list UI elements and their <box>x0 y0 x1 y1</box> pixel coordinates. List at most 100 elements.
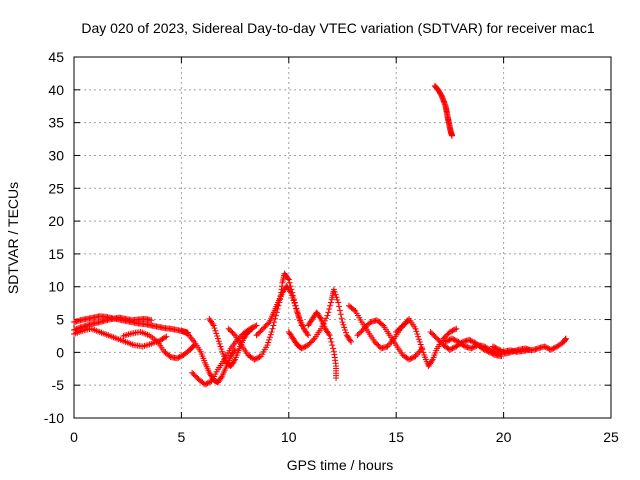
data-point <box>430 331 437 338</box>
x-tick-label: 25 <box>603 429 619 445</box>
data-point <box>542 344 549 351</box>
data-point <box>355 330 362 337</box>
data-point <box>341 324 348 331</box>
data-point <box>298 345 305 352</box>
data-point <box>254 330 261 337</box>
data-point <box>445 337 452 344</box>
y-tick-labels: -10 -5 0 5 10 15 20 25 30 35 40 45 <box>44 49 64 426</box>
data-point <box>327 299 334 306</box>
data-point <box>470 338 477 345</box>
data-point <box>371 338 378 345</box>
data-point <box>492 344 499 351</box>
data-point <box>342 327 349 334</box>
data-point <box>251 356 258 363</box>
data-point <box>332 291 339 298</box>
data-point <box>232 346 239 353</box>
data-point <box>229 329 236 336</box>
data-point <box>207 378 214 385</box>
data-point <box>420 349 427 356</box>
data-point <box>451 336 458 343</box>
data-point <box>248 326 255 333</box>
data-point <box>358 328 365 335</box>
y-tick-label: 30 <box>48 147 64 163</box>
data-point <box>308 338 315 345</box>
y-axis-label: SDTVAR / TECUs <box>5 182 21 294</box>
data-point <box>329 342 336 349</box>
data-point <box>337 311 344 318</box>
data-point <box>450 344 457 351</box>
data-point <box>262 323 269 330</box>
data-point <box>431 332 438 339</box>
y-tick-label: 35 <box>48 115 64 131</box>
data-point <box>419 346 426 353</box>
data-point <box>336 307 343 314</box>
data-point <box>360 325 367 332</box>
data-point <box>270 322 277 329</box>
data-point <box>406 356 413 363</box>
data-point <box>359 327 366 334</box>
series-arc-g <box>206 315 256 370</box>
data-point <box>428 330 435 337</box>
data-point <box>327 302 334 309</box>
data-point <box>432 334 439 341</box>
axis-ticks <box>73 56 612 419</box>
grid-lines <box>74 57 611 418</box>
data-point <box>489 343 496 350</box>
data-point <box>179 328 186 335</box>
data-point <box>272 315 279 322</box>
data-point <box>252 323 259 330</box>
data-point <box>284 275 291 282</box>
data-point <box>338 315 345 322</box>
data-point <box>397 325 404 332</box>
data-point <box>441 334 448 341</box>
data-point <box>264 342 271 349</box>
data-point <box>290 297 297 304</box>
data-point <box>162 334 169 341</box>
data-point <box>404 317 411 324</box>
data-point <box>190 371 197 378</box>
data-point <box>449 345 456 352</box>
data-point <box>351 306 358 313</box>
series-arc-r <box>431 82 456 139</box>
data-point <box>266 336 273 343</box>
data-point <box>415 333 422 340</box>
data-point <box>541 343 548 350</box>
data-point <box>211 325 218 332</box>
data-point <box>409 354 416 361</box>
data-point <box>218 346 225 353</box>
data-point <box>374 341 381 348</box>
data-point <box>446 346 453 353</box>
series-arc-d <box>120 329 198 362</box>
data-point <box>443 332 450 339</box>
data-point <box>202 381 209 388</box>
data-point <box>357 329 364 336</box>
data-point <box>265 339 272 346</box>
data-point <box>413 328 420 335</box>
x-tick-label: 0 <box>70 429 78 445</box>
data-point <box>177 353 184 360</box>
data-point <box>493 345 500 352</box>
data-point <box>212 327 219 334</box>
data-point <box>347 337 354 344</box>
data-point <box>217 343 224 350</box>
data-point <box>325 330 332 337</box>
data-point <box>468 338 475 345</box>
x-tick-label: 20 <box>496 429 512 445</box>
data-point <box>218 374 225 381</box>
data-point <box>450 327 457 334</box>
data-point <box>216 340 223 347</box>
data-point <box>294 310 301 317</box>
data-point <box>293 305 300 312</box>
data-point <box>214 332 221 339</box>
data-point <box>333 294 340 301</box>
data-point <box>336 303 343 310</box>
data-point <box>393 329 400 336</box>
data-point <box>328 338 335 345</box>
y-tick-label: 15 <box>48 246 64 262</box>
data-point <box>416 338 423 345</box>
series-arc-k <box>305 309 340 381</box>
data-point <box>491 344 498 351</box>
data-point <box>293 308 300 315</box>
data-point <box>163 333 170 340</box>
data-point <box>452 326 459 333</box>
